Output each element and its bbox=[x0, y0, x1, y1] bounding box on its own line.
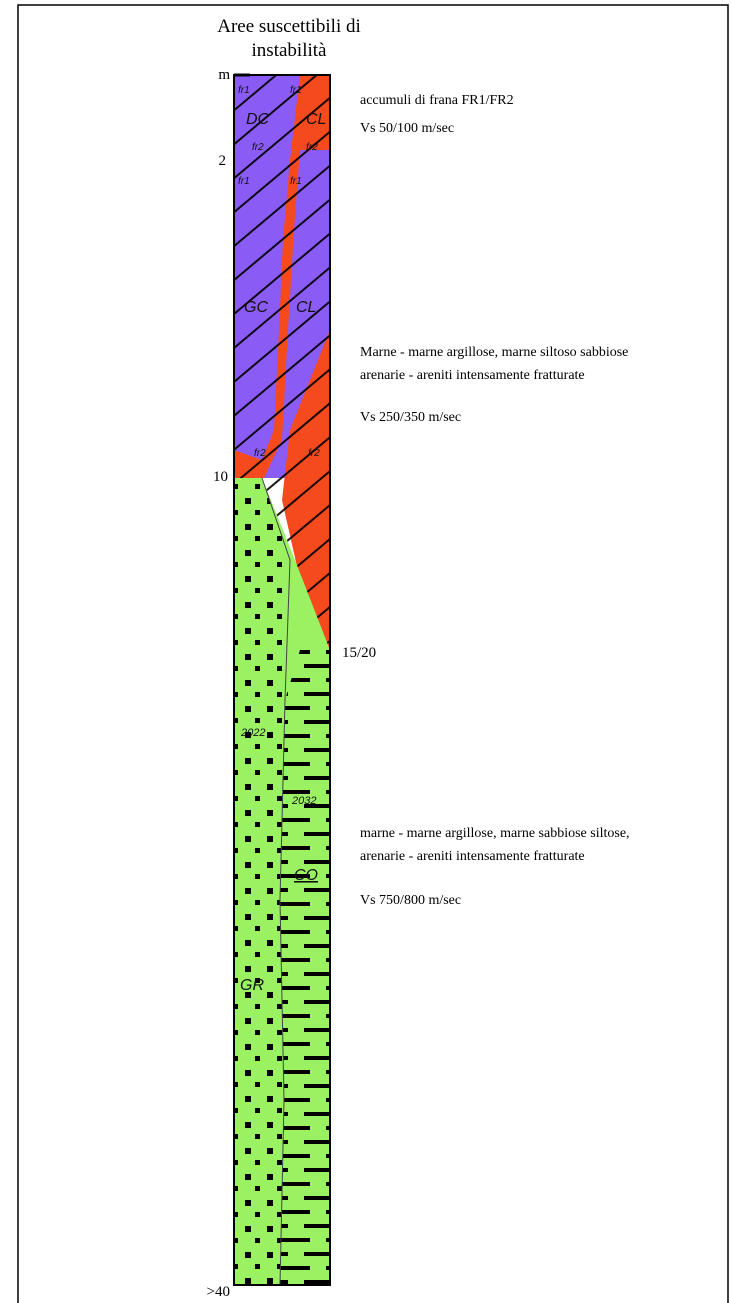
column-label: DC bbox=[246, 111, 270, 128]
column-label: CL bbox=[306, 111, 326, 128]
depth-label: 10 bbox=[213, 469, 228, 485]
column-label: fr1 bbox=[238, 176, 250, 187]
depth-label: 2 bbox=[219, 153, 227, 169]
column-label: 2022 bbox=[240, 727, 265, 739]
column-label: fr1 bbox=[238, 85, 250, 96]
title: instabilità bbox=[252, 40, 328, 61]
column bbox=[234, 75, 330, 1285]
column-label: fr2 bbox=[308, 448, 320, 459]
column-label: fr2 bbox=[306, 142, 318, 153]
column-label: fr1 bbox=[290, 176, 302, 187]
description: Vs 250/350 m/sec bbox=[360, 410, 461, 425]
description: arenarie - areniti intensamente frattura… bbox=[360, 368, 585, 383]
column-label: fr2 bbox=[252, 142, 264, 153]
column-label: fr1 bbox=[290, 85, 302, 96]
description: Vs 750/800 m/sec bbox=[360, 893, 461, 908]
description: arenarie - areniti intensamente frattura… bbox=[360, 849, 585, 864]
depth-label: m bbox=[218, 67, 230, 83]
depth-label: >40 bbox=[207, 1284, 230, 1300]
description: Marne - marne argillose, marne siltoso s… bbox=[360, 345, 628, 360]
column-label: fr2 bbox=[254, 448, 266, 459]
description: marne - marne argillose, marne sabbiose … bbox=[360, 826, 630, 841]
column-label: GR bbox=[240, 977, 264, 994]
column-label: 2032 bbox=[291, 795, 316, 807]
depth-label: 15/20 bbox=[342, 645, 376, 661]
description: accumuli di frana FR1/FR2 bbox=[360, 93, 514, 108]
column-label: CL bbox=[296, 299, 316, 316]
description: Vs 50/100 m/sec bbox=[360, 121, 454, 136]
page: Aree suscettibili di instabilità m 2 10 15/20… bbox=[0, 0, 732, 1303]
title: Aree suscettibili di bbox=[217, 16, 361, 37]
column-label: GC bbox=[244, 299, 268, 316]
column-label: CO bbox=[294, 867, 318, 884]
